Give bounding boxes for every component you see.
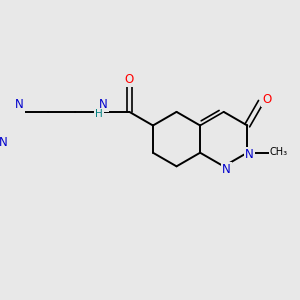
Text: N: N <box>99 98 108 111</box>
Text: CH₃: CH₃ <box>269 147 288 157</box>
Text: N: N <box>222 163 231 176</box>
Text: H: H <box>95 109 103 119</box>
Text: N: N <box>245 148 254 161</box>
Text: O: O <box>262 93 272 106</box>
Text: N: N <box>0 136 8 148</box>
Text: N: N <box>15 98 23 111</box>
Text: O: O <box>125 73 134 86</box>
